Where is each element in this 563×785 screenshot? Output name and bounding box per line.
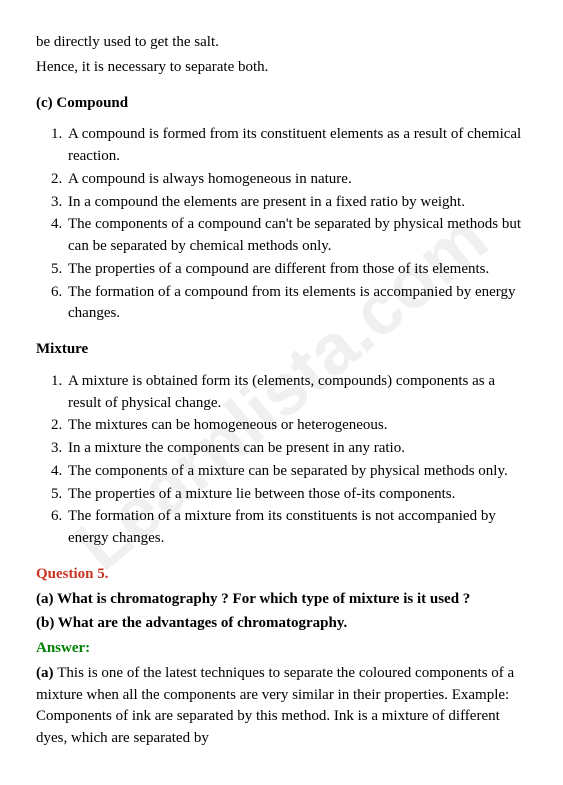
question-5-part-b: (b) What are the advantages of chromatog… [36,613,527,635]
list-item: The formation of a compound from its ele… [66,282,527,326]
list-item: The components of a compound can't be se… [66,214,527,258]
intro-line-1: be directly used to get the salt. [36,32,527,54]
list-item: In a compound the elements are present i… [66,192,527,214]
answer-a-body: This is one of the latest techniques to … [36,665,514,746]
intro-line-2: Hence, it is necessary to separate both. [36,57,527,79]
answer-label: Answer: [36,638,527,660]
question-5-part-a: (a) What is chromatography ? For which t… [36,589,527,611]
list-item: The properties of a mixture lie between … [66,484,527,506]
list-item: The components of a mixture can be separ… [66,461,527,483]
list-item: The mixtures can be homogeneous or heter… [66,415,527,437]
list-item: A compound is formed from its constituen… [66,124,527,168]
compound-list: A compound is formed from its constituen… [36,124,527,325]
list-item: The formation of a mixture from its cons… [66,506,527,550]
answer-a-prefix: (a) [36,665,57,681]
list-item: The properties of a compound are differe… [66,259,527,281]
list-item: A compound is always homogeneous in natu… [66,169,527,191]
answer-text: (a) This is one of the latest techniques… [36,663,527,750]
list-item: In a mixture the components can be prese… [66,438,527,460]
list-item: A mixture is obtained form its (elements… [66,371,527,415]
mixture-heading: Mixture [36,339,527,361]
question-5-label: Question 5. [36,564,527,586]
compound-heading: (c) Compound [36,93,527,115]
mixture-list: A mixture is obtained form its (elements… [36,371,527,550]
